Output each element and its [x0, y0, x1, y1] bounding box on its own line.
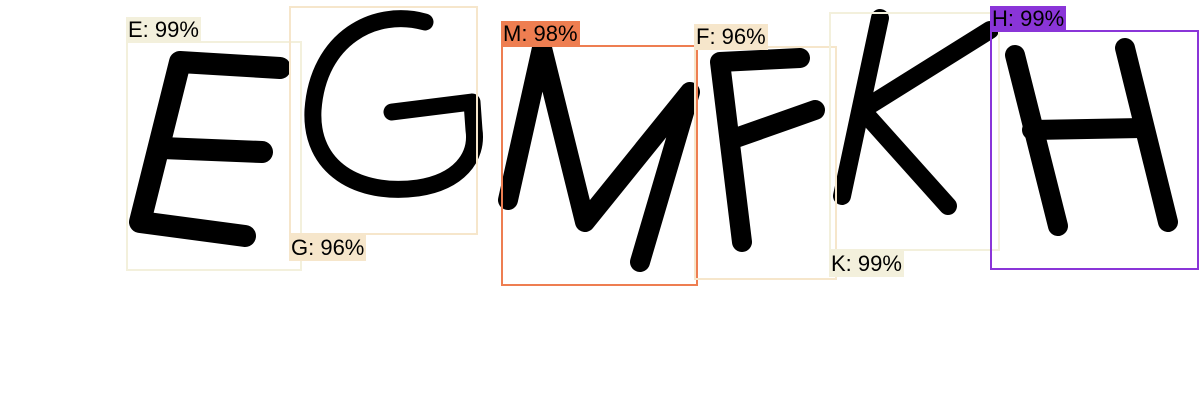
letter-g-glyph: [304, 10, 483, 198]
detection-label-h: H: 99%: [990, 6, 1067, 32]
detection-label-g: G: 96%: [289, 235, 367, 261]
detection-box-f: [694, 46, 837, 280]
letter-e-glyph: [129, 51, 291, 247]
detection-label-m: M: 98%: [501, 21, 580, 47]
detection-label-f: F: 96%: [694, 24, 768, 50]
letter-m-glyph: [498, 38, 700, 272]
letter-f-glyph: [710, 48, 825, 252]
detection-box-h: [990, 30, 1199, 270]
detection-box-m: [501, 45, 698, 286]
detection-label-e: E: 99%: [126, 17, 201, 43]
letter-h-glyph: [1005, 38, 1178, 236]
detection-box-e: [126, 41, 302, 271]
detection-box-k: [829, 12, 1000, 251]
letter-k-glyph: [833, 9, 999, 215]
detection-box-g: [289, 6, 478, 235]
detection-label-k: K: 99%: [829, 251, 904, 277]
